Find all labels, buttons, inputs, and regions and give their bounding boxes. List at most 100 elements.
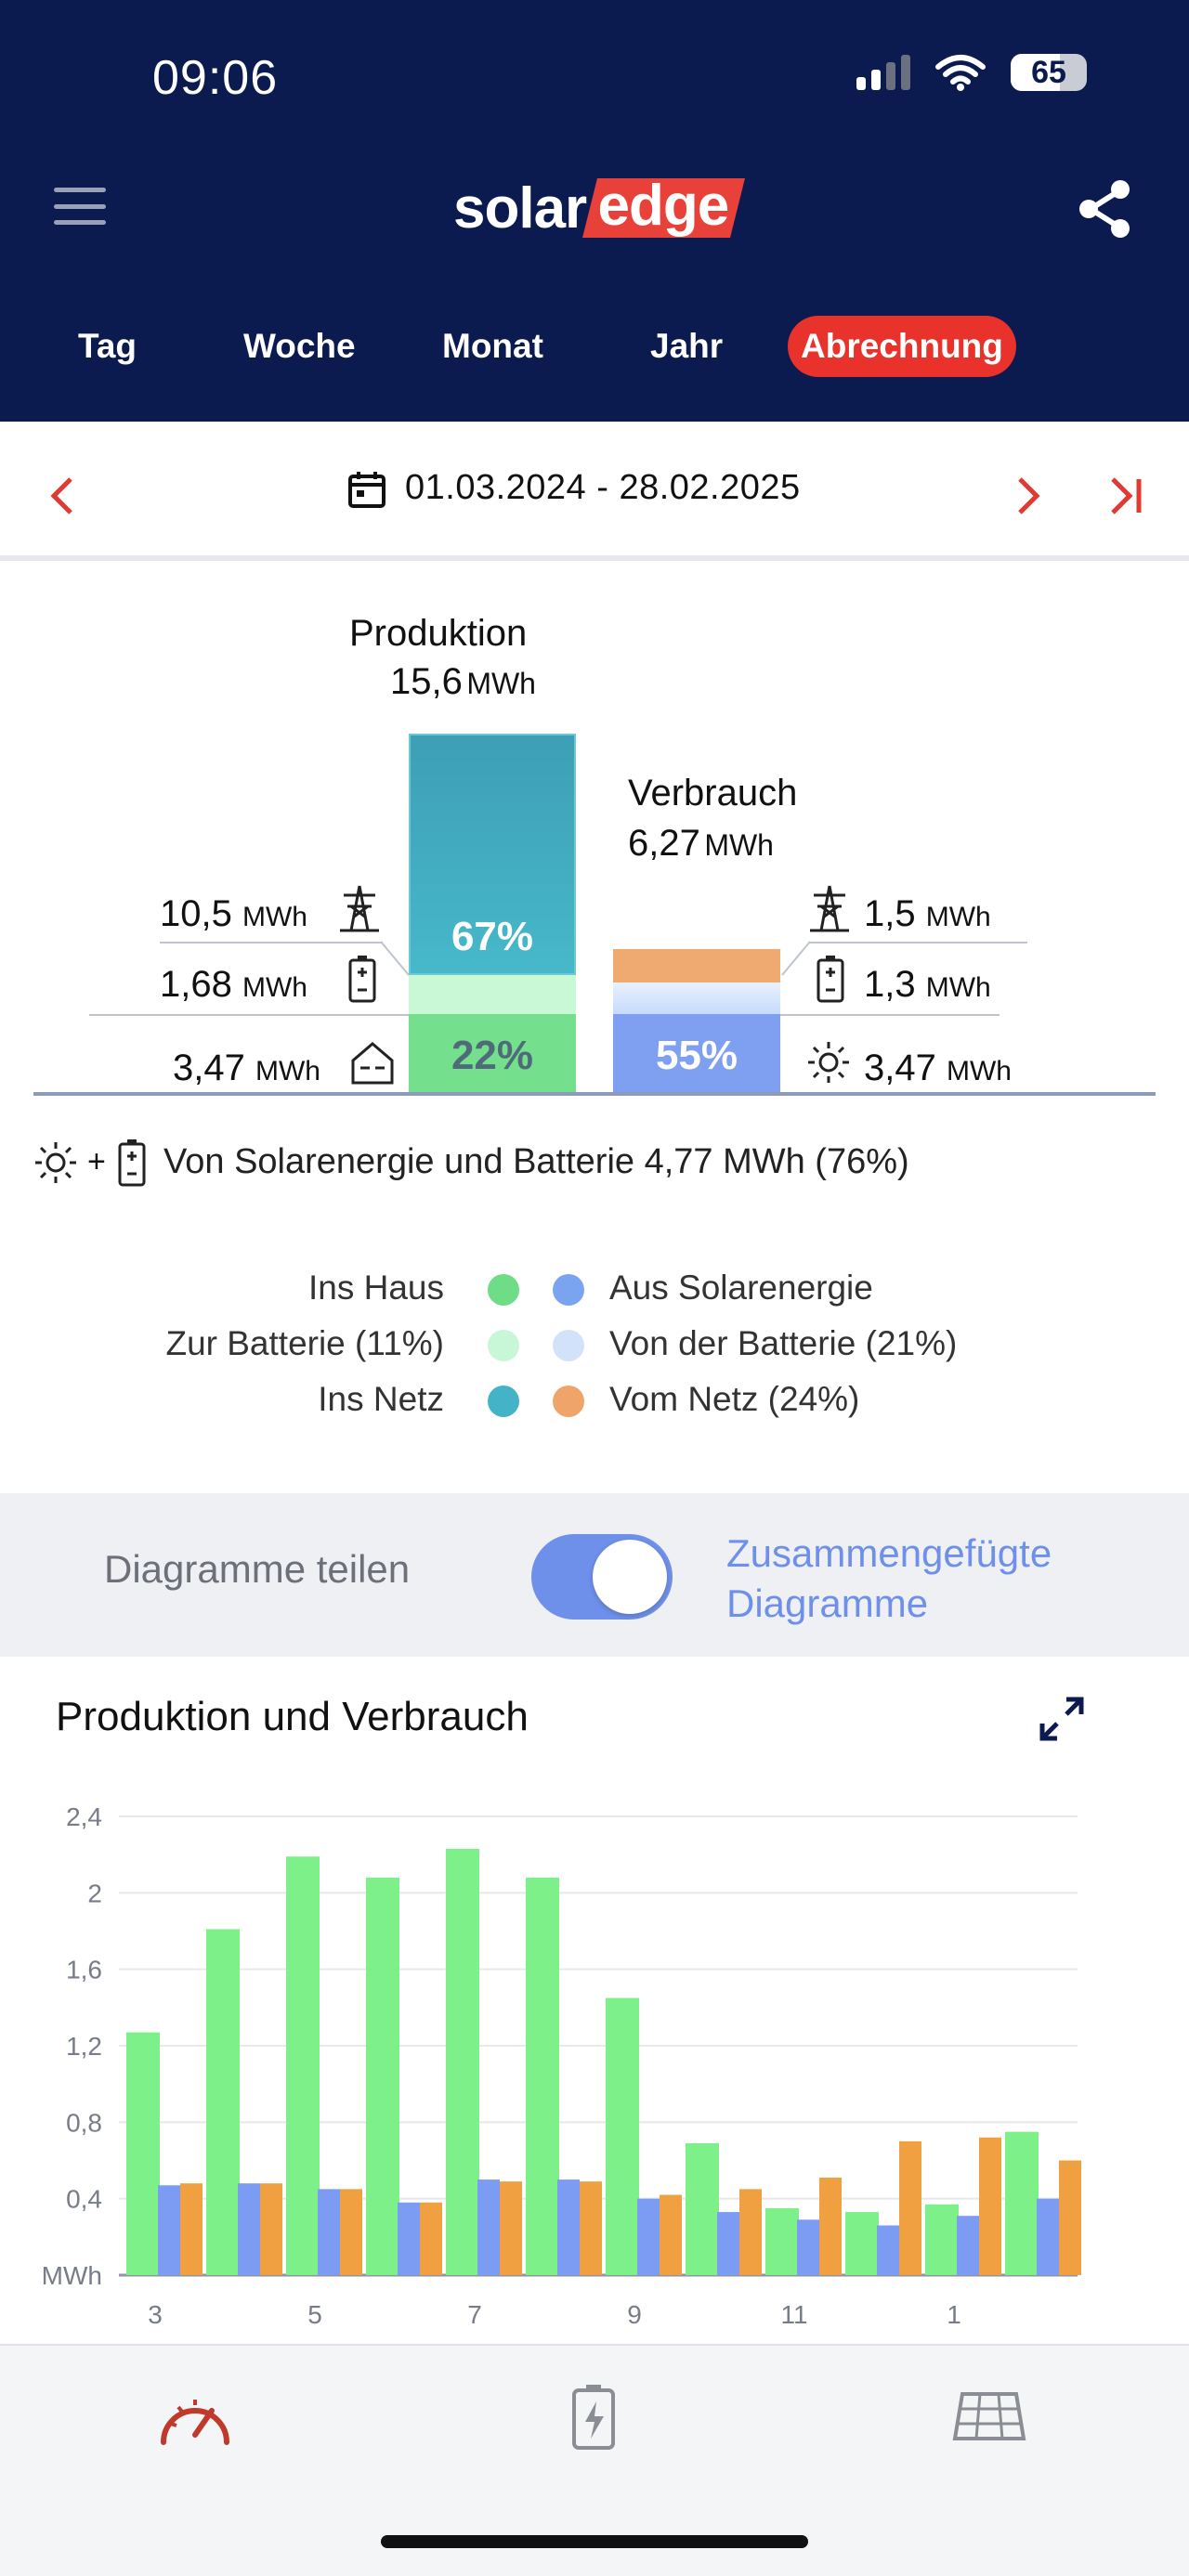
chart-bar-series-2-month-11[interactable] xyxy=(819,2178,842,2275)
chart-bar-series-2-month-12[interactable] xyxy=(899,2140,921,2275)
tab-woche[interactable]: Woche xyxy=(243,327,356,365)
x-tick-label: 11 xyxy=(780,2300,807,2329)
tab-monat[interactable]: Monat xyxy=(442,327,543,365)
legend-ins-haus: Ins Haus xyxy=(307,1268,444,1307)
chart-bar-series-0-month-4[interactable] xyxy=(206,1929,240,2275)
battery-charge-icon[interactable] xyxy=(570,2383,617,2452)
chart-bar-series-1-month-7[interactable] xyxy=(477,2179,500,2275)
period-tabs: Tag Woche Monat Jahr Abrechnung xyxy=(0,316,1189,377)
consumption-grid-value: 1,5 MWh xyxy=(864,893,991,934)
chart-bar-series-0-month-10[interactable] xyxy=(686,2142,719,2275)
menu-icon[interactable] xyxy=(54,188,106,225)
y-tick-label: 2 xyxy=(87,1879,102,1907)
bars-baseline xyxy=(33,1092,1156,1096)
chart-bar-series-1-month-9[interactable] xyxy=(637,2198,660,2275)
chart-bar-series-0-month-2[interactable] xyxy=(1005,2131,1039,2275)
chart-bar-series-2-month-9[interactable] xyxy=(660,2194,682,2275)
chart-bar-series-0-month-8[interactable] xyxy=(526,1877,559,2275)
diagram-mode-switch[interactable] xyxy=(531,1534,673,1620)
production-total: 15,6 MWh xyxy=(390,661,536,702)
chart-bar-series-2-month-4[interactable] xyxy=(260,2183,282,2275)
chart-bar-series-2-month-7[interactable] xyxy=(500,2181,522,2275)
chart-bar-series-1-month-3[interactable] xyxy=(158,2185,180,2275)
previous-period-icon[interactable] xyxy=(48,475,76,516)
tab-tag[interactable]: Tag xyxy=(78,327,137,365)
chart-bar-series-2-month-6[interactable] xyxy=(420,2202,442,2275)
chart-bar-series-0-month-6[interactable] xyxy=(366,1877,399,2275)
date-range[interactable]: 01.03.2024 - 28.02.2025 xyxy=(405,468,801,507)
app-header: 09:06 65 solar edge Tag Woche Monat Jahr xyxy=(0,0,1189,422)
dashboard-gauge-icon[interactable] xyxy=(158,2387,232,2448)
legend-vom-netz: Vom Netz (24%) xyxy=(609,1380,860,1418)
share-icon[interactable] xyxy=(1076,178,1133,240)
calendar-icon[interactable] xyxy=(347,470,386,509)
chart-bar-series-2-month-8[interactable] xyxy=(580,2181,602,2275)
consumption-title: Verbrauch xyxy=(628,773,798,813)
solaredge-logo: solar edge xyxy=(453,171,745,245)
y-tick-label: 1,2 xyxy=(66,2032,102,2061)
split-diagrams-label[interactable]: Diagramme teilen xyxy=(104,1547,411,1591)
chart-bar-series-0-month-1[interactable] xyxy=(925,2204,959,2275)
battery-icon xyxy=(817,956,844,1003)
production-battery-value: 1,68 MWh xyxy=(160,964,307,1005)
chart-bar-series-2-month-3[interactable] xyxy=(180,2183,203,2275)
legend-dot-aus-solar xyxy=(553,1274,584,1306)
sun-icon xyxy=(35,1142,76,1183)
consumption-solar-segment xyxy=(613,1014,780,1092)
production-house-segment xyxy=(409,1014,576,1092)
chart-bar-series-1-month-8[interactable] xyxy=(557,2179,580,2275)
battery-icon xyxy=(118,1139,146,1187)
legend-dot-von-batterie xyxy=(553,1330,584,1361)
power-grid-icon xyxy=(810,885,849,932)
chart-bar-series-1-month-1[interactable] xyxy=(957,2216,979,2275)
chart-bar-series-2-month-2[interactable] xyxy=(1059,2160,1081,2276)
y-axis-unit-label: MWh xyxy=(42,2261,102,2290)
chart-bar-series-1-month-6[interactable] xyxy=(398,2202,420,2275)
chart-bar-series-0-month-12[interactable] xyxy=(845,2212,879,2275)
chart-bar-series-0-month-5[interactable] xyxy=(286,1856,320,2275)
cellular-signal-icon xyxy=(856,55,910,90)
chart-title: Produktion und Verbrauch xyxy=(56,1694,529,1739)
chart-bar-series-2-month-5[interactable] xyxy=(340,2189,362,2275)
tab-jahr[interactable]: Jahr xyxy=(650,327,724,365)
battery-icon xyxy=(348,956,376,1003)
status-time: 09:06 xyxy=(152,51,279,105)
power-grid-icon xyxy=(340,885,379,932)
production-title: Produktion xyxy=(349,613,528,654)
legend-dot-zur-batterie xyxy=(488,1330,519,1361)
chart-bar-series-1-month-12[interactable] xyxy=(877,2225,899,2275)
production-battery-segment xyxy=(409,975,576,1014)
battery-level: 65 xyxy=(1031,54,1066,90)
chart-bar-series-2-month-10[interactable] xyxy=(739,2189,762,2275)
chart-bar-series-0-month-9[interactable] xyxy=(606,1997,639,2275)
x-tick-label: 7 xyxy=(467,2300,482,2329)
x-tick-label: 3 xyxy=(148,2300,163,2329)
chart-bar-series-1-month-4[interactable] xyxy=(238,2183,260,2275)
tab-abrechnung[interactable]: Abrechnung xyxy=(788,316,1016,377)
chart-bar-series-1-month-2[interactable] xyxy=(1037,2198,1059,2275)
x-tick-label: 9 xyxy=(627,2300,642,2329)
next-period-icon[interactable] xyxy=(1014,475,1042,516)
chart-bar-series-1-month-5[interactable] xyxy=(318,2189,340,2275)
expand-icon[interactable] xyxy=(1039,1696,1085,1742)
chart-bar-series-0-month-3[interactable] xyxy=(126,2032,160,2275)
legend-dot-vom-netz xyxy=(553,1386,584,1417)
consumption-solar-value: 3,47 MWh xyxy=(864,1047,1012,1088)
merged-diagrams-label[interactable]: Zusammengefügte Diagramme xyxy=(726,1531,1052,1625)
consumption-solar-pct: 55% xyxy=(655,1033,738,1078)
house-icon xyxy=(351,1042,394,1085)
wifi-icon xyxy=(935,55,986,91)
last-period-icon[interactable] xyxy=(1107,475,1144,516)
consumption-grid-segment xyxy=(613,949,780,982)
production-house-value: 3,47 MWh xyxy=(173,1047,320,1088)
y-tick-label: 2,4 xyxy=(66,1802,102,1831)
solar-panel-icon[interactable] xyxy=(951,2390,1027,2442)
chart-bar-series-1-month-11[interactable] xyxy=(797,2219,819,2275)
chart-bar-series-0-month-11[interactable] xyxy=(765,2207,799,2275)
production-grid-value: 10,5 MWh xyxy=(160,893,307,934)
chart-bar-series-1-month-10[interactable] xyxy=(717,2212,739,2275)
chart-bar-series-2-month-1[interactable] xyxy=(979,2137,1001,2275)
x-tick-label: 1 xyxy=(947,2300,961,2329)
chart-bar-series-0-month-7[interactable] xyxy=(446,1848,479,2275)
